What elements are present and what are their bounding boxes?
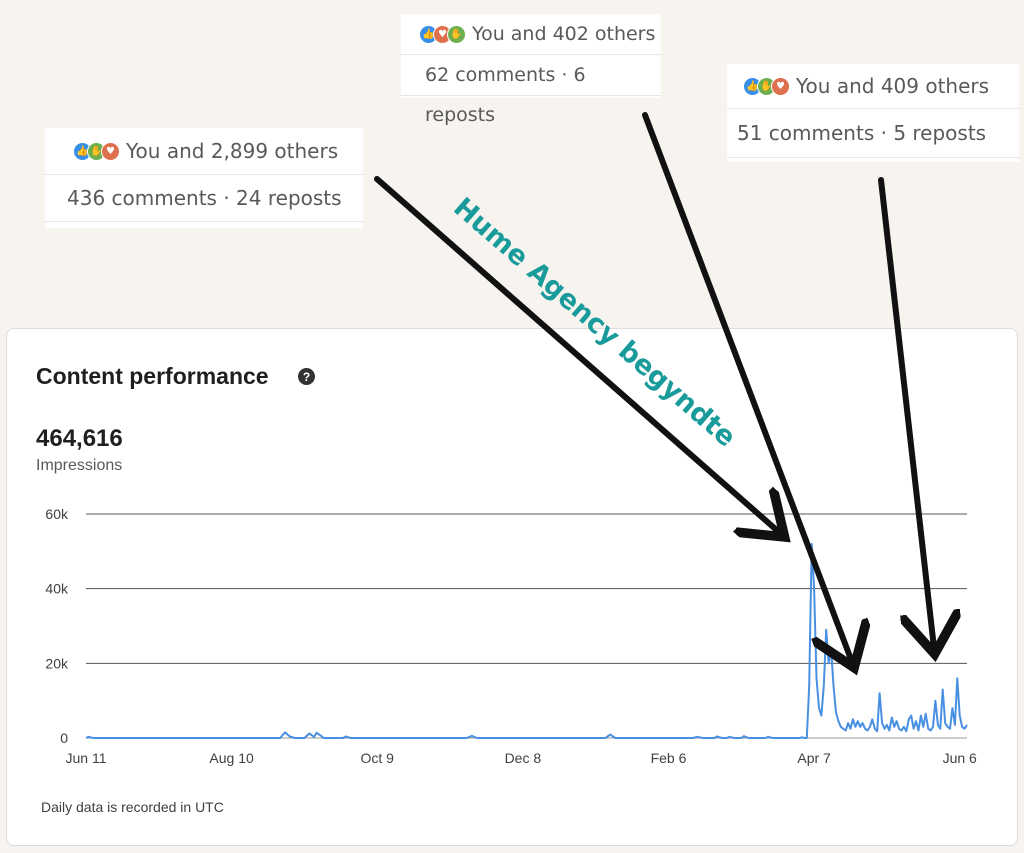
reaction-icons: 👍 ✋ ♥ [743, 76, 790, 96]
likes-count[interactable]: You and 402 others [472, 23, 656, 45]
content-performance-panel: Content performance ? 464,616 Impression… [6, 328, 1018, 846]
x-axis-ticks: Jun 11 Aug 10 Oct 9 Dec 8 Feb 6 Apr 7 Jun 6 [66, 750, 978, 766]
y-tick-label: 20k [45, 655, 69, 671]
comments-reposts-count[interactable]: 62 comments · 6 reposts [401, 55, 661, 126]
reaction-icons: 👍 ✋ ♥ [73, 141, 120, 161]
likes-count[interactable]: You and 2,899 others [126, 139, 339, 163]
post-card-2: 👍 ♥ ✋ You and 402 others 62 comments · 6… [401, 14, 661, 126]
impressions-total: 464,616 [36, 425, 123, 452]
impressions-chart: 0 20k 40k 60k Jun 11 Aug 10 Oct 9 Dec 8 Feb 6 Ap… [45, 506, 978, 766]
y-tick-label: 40k [45, 581, 69, 597]
y-tick-label: 60k [45, 506, 69, 522]
comments-reposts-count[interactable]: 436 comments · 24 reposts [45, 175, 363, 222]
utc-footnote: Daily data is recorded in UTC [41, 799, 224, 815]
post-likes-row[interactable]: 👍 ✋ ♥ You and 2,899 others [45, 128, 363, 175]
x-tick-label: Aug 10 [209, 750, 254, 766]
love-icon: ♥ [101, 141, 120, 161]
impressions-label: Impressions [36, 457, 123, 474]
x-tick-label: Apr 7 [797, 750, 831, 766]
y-axis-ticks: 0 20k 40k 60k [45, 506, 69, 746]
panel-title: Content performance [36, 363, 269, 389]
question-circle-icon[interactable]: ? [298, 368, 315, 385]
love-icon: ♥ [771, 76, 790, 96]
reaction-icons: 👍 ♥ ✋ [419, 24, 466, 44]
x-tick-label: Feb 6 [651, 750, 687, 766]
impressions-series-line [85, 542, 968, 739]
comments-reposts-count[interactable]: 51 comments · 5 reposts [727, 109, 1019, 158]
x-tick-label: Dec 8 [505, 750, 542, 766]
post-card-1: 👍 ✋ ♥ You and 2,899 others 436 comments … [45, 128, 363, 228]
x-tick-label: Jun 11 [66, 750, 107, 766]
y-tick-label: 0 [60, 730, 68, 746]
x-tick-label: Oct 9 [361, 750, 395, 766]
celebrate-icon: ✋ [447, 24, 466, 44]
x-tick-label: Jun 6 [943, 750, 977, 766]
likes-count[interactable]: You and 409 others [796, 74, 990, 98]
post-likes-row[interactable]: 👍 ✋ ♥ You and 409 others [727, 64, 1019, 109]
post-likes-row[interactable]: 👍 ♥ ✋ You and 402 others [401, 14, 661, 55]
post-card-3: 👍 ✋ ♥ You and 409 others 51 comments · 5… [727, 64, 1019, 162]
